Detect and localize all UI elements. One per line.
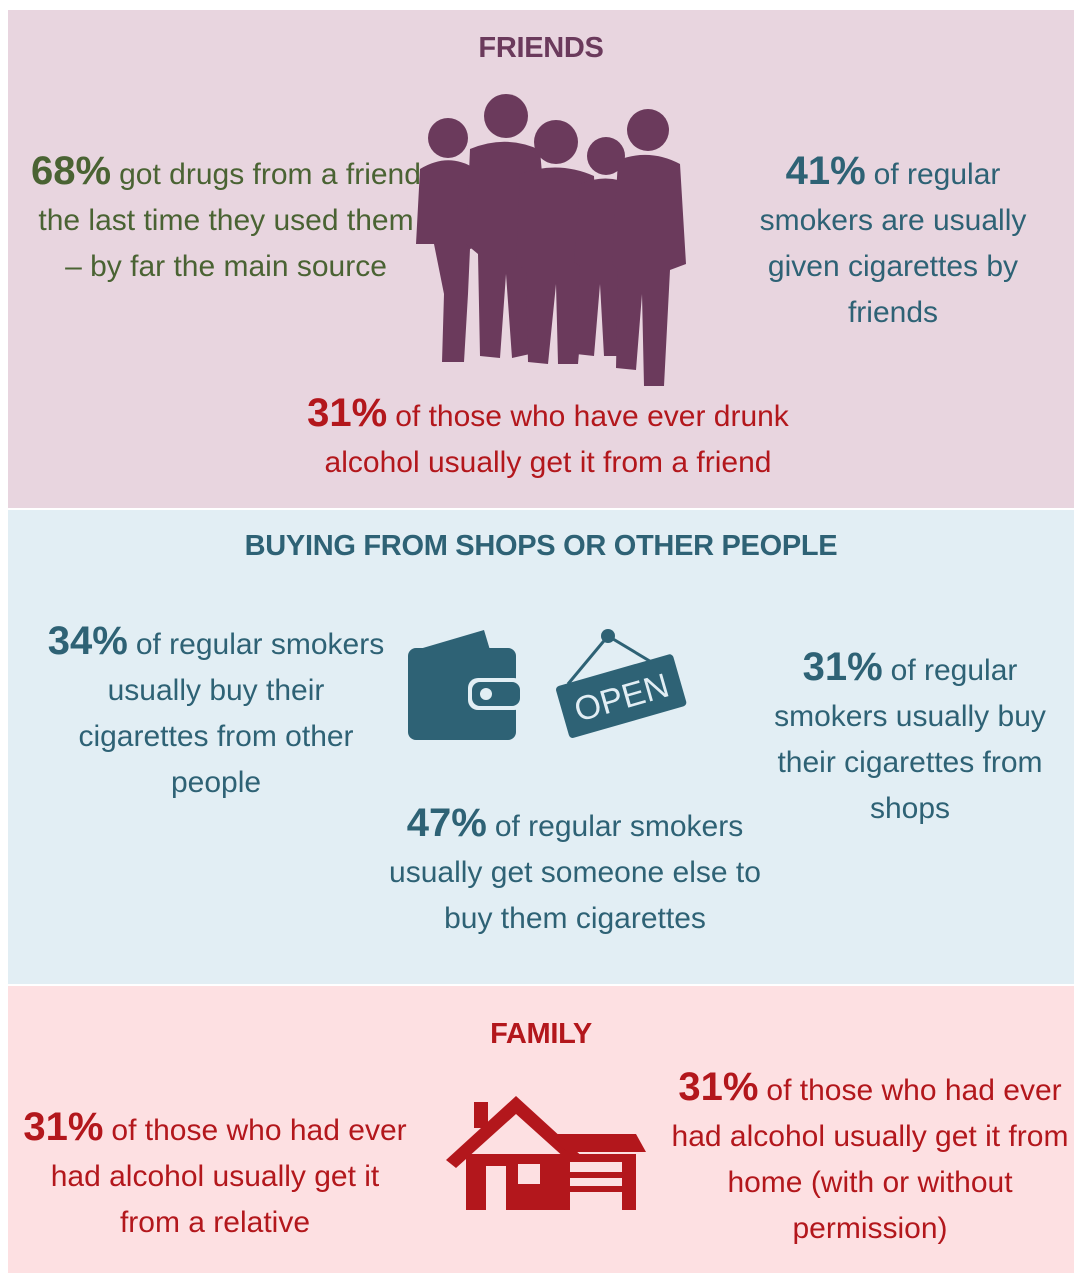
house-icon bbox=[446, 1096, 646, 1210]
buying-title: BUYING FROM SHOPS OR OTHER PEOPLE bbox=[244, 530, 838, 562]
friends-stat-alcohol: 31% of those who have ever drunk alcohol … bbox=[258, 390, 838, 486]
family-stat-home: 31% of those who had ever had alcohol usu… bbox=[670, 1064, 1070, 1252]
friends-title: FRIENDS bbox=[478, 32, 604, 64]
buying-stat-shops: 31% of regular smokers usually buy their … bbox=[748, 644, 1072, 832]
buying-stat-someone-else-text: of regular smokers usually get someone e… bbox=[389, 810, 761, 935]
buying-stat-someone-else: 47% of regular smokers usually get someon… bbox=[370, 800, 780, 942]
family-stat-home-text: of those who had ever had alcohol usuall… bbox=[671, 1074, 1069, 1245]
family-stat-home-pct: 31% bbox=[678, 1065, 759, 1109]
buying-section: BUYING FROM SHOPS OR OTHER PEOPLE 34% of … bbox=[8, 510, 1074, 984]
open-sign-icon: OPEN bbox=[556, 629, 687, 738]
buying-stat-other-people: 34% of regular smokers usually buy their … bbox=[46, 618, 386, 806]
friends-stat-cigarettes: 41% of regular smokers are usually given … bbox=[728, 148, 1058, 336]
friends-stat-drugs: 68% got drugs from a friend the last time… bbox=[26, 148, 426, 290]
family-stat-relative-pct: 31% bbox=[23, 1105, 104, 1149]
family-section: FAMILY 31% of those who had ever had alco… bbox=[8, 986, 1074, 1273]
group-of-people-icon bbox=[416, 94, 686, 386]
buying-stat-shops-pct: 31% bbox=[802, 645, 883, 689]
friends-section: FRIENDS 68% got drugs from a friend the l… bbox=[8, 10, 1074, 508]
friends-stat-drugs-pct: 68% bbox=[31, 149, 112, 193]
buying-stat-someone-else-pct: 47% bbox=[406, 801, 487, 845]
family-stat-relative-text: of those who had ever had alcohol usuall… bbox=[50, 1114, 407, 1239]
buying-stat-shops-text: of regular smokers usually buy their cig… bbox=[774, 654, 1046, 825]
friends-stat-cigarettes-pct: 41% bbox=[785, 149, 866, 193]
buying-stat-other-people-text: of regular smokers usually buy their cig… bbox=[78, 628, 385, 799]
buying-stat-other-people-pct: 34% bbox=[47, 619, 128, 663]
friends-stat-cigarettes-text: of regular smokers are usually given cig… bbox=[759, 158, 1027, 329]
friends-stat-drugs-text: got drugs from a friend the last time th… bbox=[38, 158, 421, 283]
wallet-icon bbox=[408, 630, 524, 740]
friends-stat-alcohol-text: of those who have ever drunk alcohol usu… bbox=[324, 400, 789, 479]
family-title: FAMILY bbox=[490, 1018, 592, 1050]
friends-stat-alcohol-pct: 31% bbox=[307, 391, 388, 435]
family-stat-relative: 31% of those who had ever had alcohol usu… bbox=[20, 1104, 410, 1246]
